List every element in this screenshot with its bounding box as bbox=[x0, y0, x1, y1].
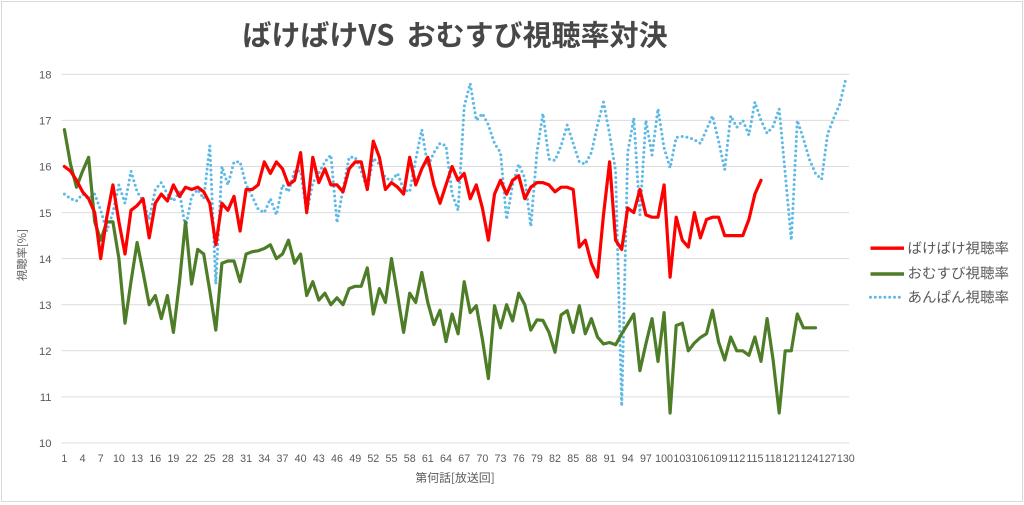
svg-text:55: 55 bbox=[386, 453, 398, 465]
svg-text:22: 22 bbox=[186, 453, 198, 465]
svg-text:97: 97 bbox=[640, 453, 652, 465]
svg-text:58: 58 bbox=[404, 453, 416, 465]
svg-text:1: 1 bbox=[61, 453, 67, 465]
svg-text:121: 121 bbox=[782, 453, 800, 465]
svg-text:124: 124 bbox=[801, 453, 819, 465]
svg-text:7: 7 bbox=[98, 453, 104, 465]
svg-text:91: 91 bbox=[604, 453, 616, 465]
svg-text:13: 13 bbox=[131, 453, 143, 465]
svg-text:106: 106 bbox=[691, 453, 709, 465]
svg-text:28: 28 bbox=[222, 453, 234, 465]
svg-text:61: 61 bbox=[422, 453, 434, 465]
svg-text:14: 14 bbox=[39, 254, 51, 266]
svg-text:40: 40 bbox=[295, 453, 307, 465]
svg-text:85: 85 bbox=[567, 453, 579, 465]
svg-text:100: 100 bbox=[655, 453, 673, 465]
svg-text:112: 112 bbox=[728, 453, 745, 465]
svg-text:103: 103 bbox=[673, 453, 691, 465]
svg-text:10: 10 bbox=[113, 453, 125, 465]
svg-text:15: 15 bbox=[39, 208, 51, 220]
svg-text:73: 73 bbox=[495, 453, 507, 465]
svg-text:109: 109 bbox=[710, 453, 728, 465]
svg-text:4: 4 bbox=[80, 453, 86, 465]
svg-text:19: 19 bbox=[167, 453, 179, 465]
svg-text:11: 11 bbox=[40, 392, 52, 404]
svg-text:82: 82 bbox=[549, 453, 561, 465]
svg-text:64: 64 bbox=[440, 453, 452, 465]
svg-text:115: 115 bbox=[746, 453, 763, 465]
svg-text:52: 52 bbox=[367, 453, 379, 465]
svg-text:12: 12 bbox=[39, 346, 51, 358]
svg-text:79: 79 bbox=[531, 453, 543, 465]
svg-text:10: 10 bbox=[39, 438, 51, 450]
svg-text:88: 88 bbox=[585, 453, 597, 465]
svg-text:94: 94 bbox=[622, 453, 634, 465]
svg-text:49: 49 bbox=[349, 453, 361, 465]
svg-text:70: 70 bbox=[476, 453, 488, 465]
svg-text:16: 16 bbox=[39, 162, 51, 174]
svg-text:17: 17 bbox=[39, 116, 51, 128]
svg-text:118: 118 bbox=[765, 453, 782, 465]
svg-text:46: 46 bbox=[331, 453, 343, 465]
svg-text:127: 127 bbox=[819, 453, 837, 465]
svg-text:25: 25 bbox=[204, 453, 216, 465]
svg-text:13: 13 bbox=[39, 300, 51, 312]
svg-text:67: 67 bbox=[458, 453, 470, 465]
svg-text:43: 43 bbox=[313, 453, 325, 465]
svg-text:34: 34 bbox=[258, 453, 270, 465]
svg-text:37: 37 bbox=[277, 453, 289, 465]
svg-text:18: 18 bbox=[39, 70, 51, 82]
svg-text:31: 31 bbox=[240, 453, 252, 465]
svg-text:16: 16 bbox=[149, 453, 161, 465]
svg-text:76: 76 bbox=[513, 453, 525, 465]
svg-text:130: 130 bbox=[837, 453, 855, 465]
